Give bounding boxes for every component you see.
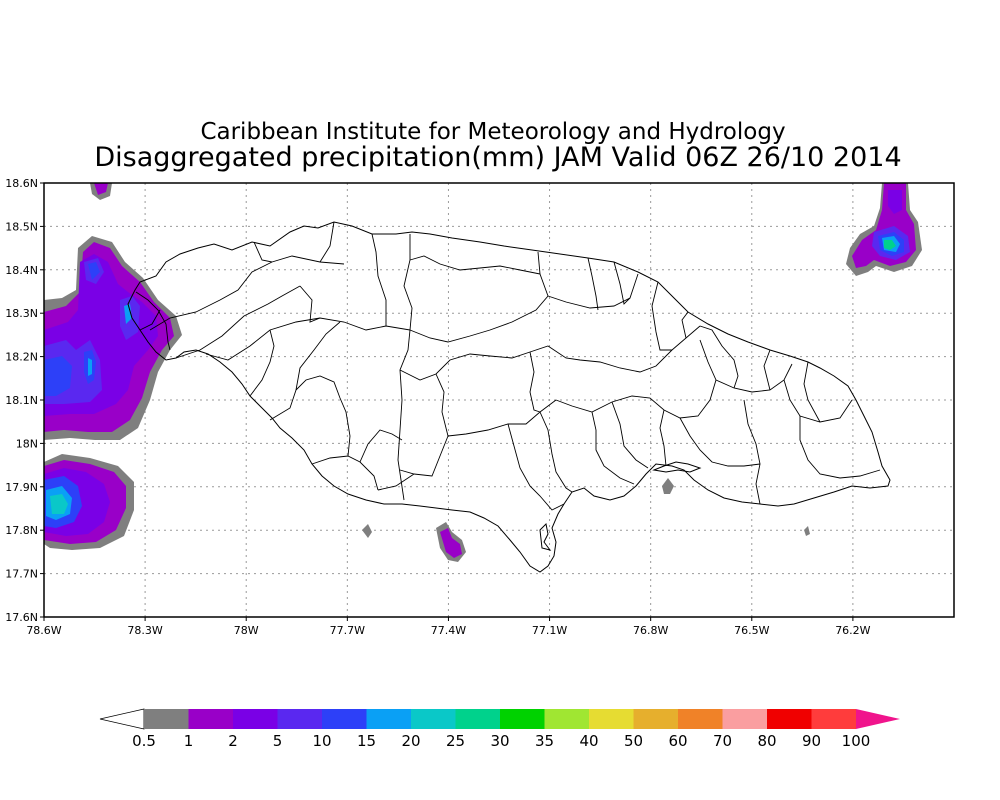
legend-label: 0.5 [132,732,156,750]
y-tick-label: 17.6N [5,611,38,624]
legend-swatch [500,709,545,729]
y-tick-label: 18.6N [5,177,38,190]
y-tick-label: 18N [16,437,38,450]
plot-area [43,182,955,618]
legend-label: 15 [357,732,376,750]
x-tick-label: 76.8W [633,624,668,637]
x-tick-label: 76.2W [835,624,870,637]
legend-high-arrow [856,709,900,729]
precip-northeast [846,183,922,276]
y-tick-label: 17.8N [5,524,38,537]
title-line2: Disaggregated precipitation(mm) JAM Vali… [94,142,901,173]
x-tick-label: 78.3W [127,624,162,637]
legend-swatch [811,709,856,729]
legend-label: 35 [535,732,554,750]
legend-swatch [411,709,456,729]
jamaica-coastline [127,221,891,573]
legend-swatch [633,709,678,729]
legend-swatch [678,709,723,729]
legend-swatch [188,709,233,729]
legend-label: 90 [802,732,821,750]
parish-boundaries [135,221,881,511]
legend-label: 25 [446,732,465,750]
legend-label: 5 [273,732,283,750]
x-tick-label: 77.4W [431,624,466,637]
y-axis-ticks: 18.6N 18.5N 18.4N 18.3N 18.2N 18.1N 18N 17.9N 17… [5,177,44,624]
legend-label: 100 [842,732,871,750]
legend-label: 10 [312,732,331,750]
title-line1: Caribbean Institute for Meteorology and … [200,119,785,145]
precip-west-complex [44,236,182,440]
legend-swatch [767,709,812,729]
y-tick-label: 17.7N [5,568,38,581]
legend-swatch [544,709,589,729]
legend-label: 60 [668,732,687,750]
legend-swatch [455,709,500,729]
legend-swatch [277,709,322,729]
x-axis-ticks: 78.6W 78.3W 78W 77.7W 77.4W 77.1W 76.8W 76.5W 76… [26,617,871,637]
legend-label: 20 [401,732,420,750]
color-legend: 0.5 1 2 5 10 15 20 25 30 35 40 50 60 70 80 90 100 [99,708,900,750]
legend-swatch [144,709,189,729]
precipitation-shading [44,183,922,562]
legend-label: 40 [579,732,598,750]
precip-west-lower [44,454,134,550]
legend-swatch [322,709,367,729]
legend-label: 30 [490,732,509,750]
legend-label: 80 [757,732,776,750]
x-tick-label: 78W [234,624,259,637]
legend-label: 50 [624,732,643,750]
legend-swatch [589,709,634,729]
grid-lines [44,183,954,617]
y-tick-label: 17.9N [5,481,38,494]
legend-swatch [233,709,278,729]
y-tick-label: 18.5N [5,220,38,233]
legend-swatch [722,709,767,729]
y-tick-label: 18.1N [5,394,38,407]
y-tick-label: 18.2N [5,351,38,364]
x-tick-label: 77.1W [532,624,567,637]
legend-label: 2 [228,732,238,750]
legend-label: 70 [713,732,732,750]
x-tick-label: 76.5W [734,624,769,637]
y-tick-label: 18.3N [5,307,38,320]
x-tick-label: 78.6W [26,624,61,637]
legend-label: 1 [184,732,194,750]
legend-swatch [366,709,411,729]
x-tick-label: 77.7W [330,624,365,637]
y-tick-label: 18.4N [5,264,38,277]
